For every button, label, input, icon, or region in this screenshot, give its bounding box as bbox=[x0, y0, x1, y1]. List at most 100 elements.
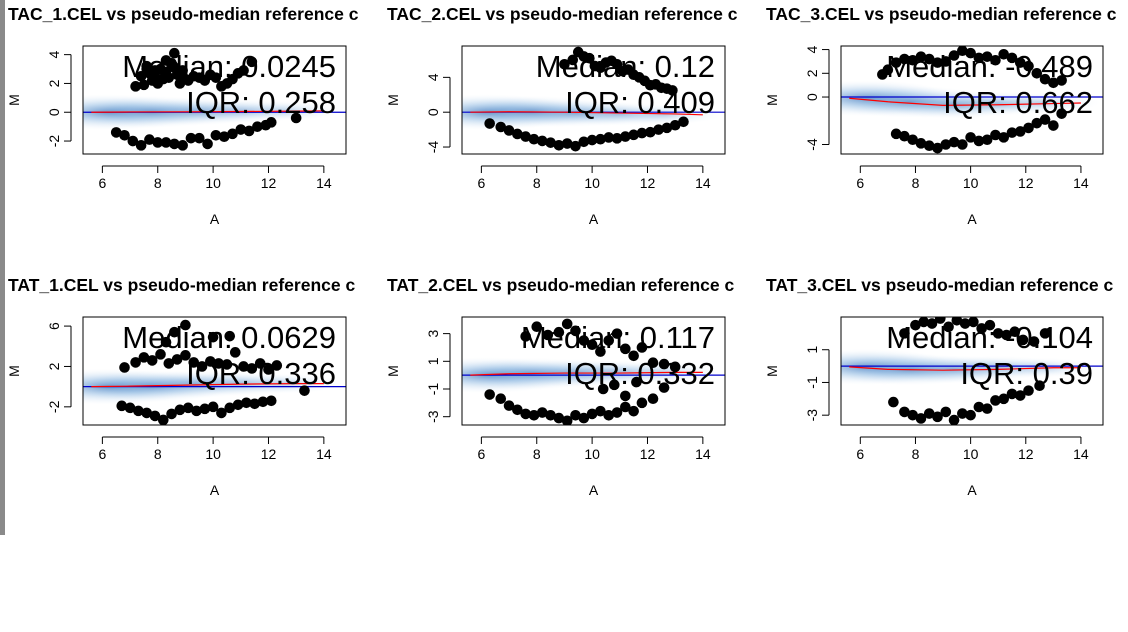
x-tick-label: 12 bbox=[640, 175, 656, 191]
data-point bbox=[163, 358, 175, 369]
data-point bbox=[210, 72, 222, 83]
x-tick-label: 12 bbox=[640, 446, 656, 462]
data-point bbox=[553, 412, 565, 424]
data-point bbox=[628, 350, 639, 362]
x-tick-label: 6 bbox=[477, 175, 485, 191]
data-point bbox=[213, 358, 224, 369]
x-tick-label: 14 bbox=[695, 446, 711, 462]
x-axis-label: A bbox=[210, 482, 220, 498]
data-point bbox=[169, 47, 180, 59]
data-point bbox=[658, 358, 670, 370]
data-point bbox=[620, 390, 631, 402]
data-point bbox=[595, 133, 606, 145]
y-tick-label: 0 bbox=[46, 108, 62, 116]
data-point bbox=[907, 409, 919, 421]
data-point bbox=[561, 415, 573, 425]
data-point bbox=[669, 119, 681, 131]
x-tick-label: 10 bbox=[584, 175, 600, 191]
data-point bbox=[915, 51, 927, 62]
x-tick-label: 6 bbox=[477, 446, 485, 462]
x-tick-label: 14 bbox=[1073, 175, 1089, 191]
data-point bbox=[981, 51, 993, 62]
data-point bbox=[257, 396, 269, 408]
data-point bbox=[503, 400, 515, 411]
data-point bbox=[163, 72, 175, 83]
data-point bbox=[890, 57, 902, 68]
data-point bbox=[611, 328, 623, 339]
ma-plot-panel-3: TAC_3.CEL vs pseudo-median reference c Me… bbox=[764, 4, 1117, 227]
data-point bbox=[135, 70, 147, 82]
data-point bbox=[227, 128, 238, 140]
data-point bbox=[124, 402, 136, 414]
x-tick-label: 8 bbox=[154, 446, 162, 462]
data-point bbox=[1023, 60, 1034, 72]
median-annotation: Median: 0.117 bbox=[521, 320, 715, 355]
data-point bbox=[973, 135, 985, 147]
y-axis-label: M bbox=[764, 365, 780, 377]
ma-plot-panel-4: TAT_1.CEL vs pseudo-median reference c Me… bbox=[6, 275, 355, 498]
data-point bbox=[943, 321, 954, 333]
y-tick-label: -2 bbox=[46, 400, 62, 413]
data-point bbox=[968, 317, 979, 328]
x-axis-label: A bbox=[589, 482, 599, 498]
data-point bbox=[202, 138, 213, 150]
density-blob bbox=[606, 104, 723, 125]
x-tick-label: 6 bbox=[856, 175, 864, 191]
y-tick-label: 4 bbox=[46, 51, 62, 59]
data-point bbox=[171, 354, 183, 365]
y-tick-label: -3 bbox=[804, 409, 820, 422]
x-tick-label: 10 bbox=[584, 446, 600, 462]
data-point bbox=[948, 136, 960, 148]
x-axis-label: A bbox=[589, 211, 599, 227]
panel-title: TAT_3.CEL vs pseudo-median reference c bbox=[766, 275, 1113, 295]
data-point bbox=[196, 361, 208, 372]
data-point bbox=[271, 360, 283, 371]
data-point bbox=[1039, 328, 1051, 339]
data-point bbox=[669, 361, 681, 373]
data-point bbox=[981, 403, 993, 414]
data-point bbox=[133, 405, 144, 417]
data-point bbox=[542, 329, 554, 341]
data-point bbox=[180, 350, 191, 361]
y-tick-label: 0 bbox=[425, 108, 441, 116]
data-point bbox=[531, 321, 543, 332]
loess-line bbox=[470, 111, 703, 116]
data-point bbox=[495, 393, 507, 404]
y-tick-label: 2 bbox=[46, 362, 62, 370]
data-point bbox=[127, 135, 139, 147]
panel-title: TAC_3.CEL vs pseudo-median reference c bbox=[766, 4, 1117, 24]
data-point bbox=[965, 132, 976, 143]
data-point bbox=[235, 124, 247, 135]
data-point bbox=[636, 127, 648, 139]
data-point bbox=[1048, 77, 1059, 89]
data-point bbox=[243, 125, 255, 137]
data-point bbox=[957, 139, 968, 150]
data-point bbox=[584, 52, 595, 64]
data-point bbox=[216, 407, 227, 419]
data-point bbox=[1028, 336, 1040, 347]
data-point bbox=[611, 133, 623, 144]
ma-plot-panel-1: TAC_1.CEL vs pseudo-median reference c Me… bbox=[6, 4, 359, 227]
panel-title: TAC_2.CEL vs pseudo-median reference c bbox=[387, 4, 738, 24]
plot-area bbox=[462, 46, 725, 152]
data-point bbox=[205, 356, 216, 367]
data-point bbox=[595, 405, 606, 417]
data-point bbox=[636, 397, 648, 409]
iqr-annotation: IQR: 0.336 bbox=[186, 356, 336, 391]
data-point bbox=[545, 410, 556, 421]
data-point bbox=[923, 140, 935, 151]
data-point bbox=[1039, 73, 1051, 85]
plot-area bbox=[462, 318, 725, 425]
y-tick-label: 3 bbox=[425, 330, 441, 338]
median-annotation: Median: -0.489 bbox=[886, 49, 1093, 84]
data-point bbox=[263, 364, 274, 375]
y-tick-label: 1 bbox=[425, 357, 441, 365]
plot-area bbox=[83, 47, 346, 151]
data-point bbox=[193, 132, 205, 144]
data-point bbox=[520, 331, 531, 342]
loess-line bbox=[849, 97, 1081, 106]
plot-area bbox=[841, 46, 1103, 154]
data-point bbox=[578, 412, 590, 424]
data-point bbox=[570, 410, 581, 421]
